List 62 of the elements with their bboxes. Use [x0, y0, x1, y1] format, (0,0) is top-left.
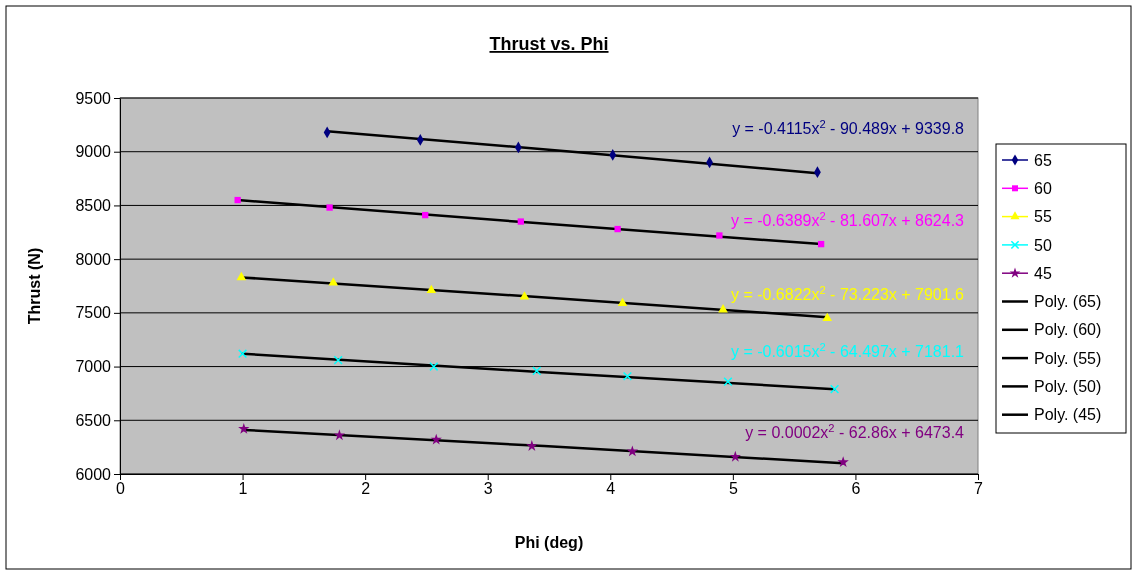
- point: [526, 440, 538, 451]
- point: [617, 297, 628, 306]
- point: [430, 433, 442, 445]
- x-tick-label: 0: [116, 480, 126, 498]
- point: [333, 429, 346, 441]
- point: [718, 304, 728, 313]
- legend-label: 65: [1034, 151, 1052, 169]
- annotation: y = -0.4115x$^{2}$ - 90.489x + 9339.8: [732, 117, 965, 137]
- x-tick-label: 2: [361, 480, 371, 498]
- point: [236, 271, 247, 281]
- point: [729, 450, 741, 462]
- legend-label: 45: [1034, 264, 1052, 282]
- point: [517, 218, 524, 225]
- point: [328, 277, 339, 286]
- point: [422, 211, 429, 219]
- point: [626, 445, 639, 457]
- point: [723, 377, 733, 387]
- point: [830, 384, 840, 394]
- legend-label: Poly. (60): [1034, 321, 1102, 339]
- y-tick-label: 9500: [75, 89, 112, 107]
- y-tick-label: 6000: [75, 465, 112, 483]
- legend-label: Poly. (45): [1034, 406, 1102, 424]
- legend-label: Poly. (65): [1034, 293, 1102, 311]
- point: [326, 204, 333, 211]
- point: [237, 349, 248, 359]
- annotation: y = -0.6015x$^{2}$ - 64.497x + 7181.1: [730, 340, 965, 360]
- y-tick-label: 7500: [75, 304, 112, 322]
- legend-label: 50: [1034, 236, 1052, 254]
- point: [429, 361, 439, 372]
- legend-label: Poly. (50): [1034, 378, 1102, 395]
- x-tick-label: 3: [483, 480, 493, 498]
- point: [532, 366, 542, 376]
- x-tick-label: 6: [851, 480, 861, 498]
- legend-label: Poly. (55): [1034, 349, 1102, 367]
- y-axis-title: Thrust (N): [26, 247, 43, 325]
- point: [426, 284, 437, 294]
- x-tick-label: 5: [728, 480, 738, 498]
- point: [614, 225, 621, 233]
- y-tick-label: 7000: [75, 358, 112, 376]
- annotation: y = -0.6389x$^{2}$ - 81.607x + 8624.3: [730, 209, 965, 229]
- point: [716, 232, 723, 239]
- y-tick-label: 8000: [75, 250, 112, 268]
- point: [817, 240, 825, 248]
- point: [519, 291, 530, 300]
- point: [238, 422, 250, 434]
- point: [837, 456, 849, 468]
- x-tick-label: 1: [238, 480, 248, 498]
- legend-label: 55: [1034, 208, 1052, 226]
- legend-label: 60: [1034, 179, 1052, 197]
- point: [622, 371, 633, 381]
- point: [234, 196, 241, 204]
- y-tick-label: 9000: [75, 143, 112, 161]
- point: [333, 355, 343, 365]
- annotation: y = 0.0002x$^{2}$ - 62.86x + 6473.4: [745, 421, 965, 441]
- y-tick-label: 8500: [75, 197, 112, 215]
- annotation: y = -0.6822x$^{2}$ - 73.223x + 7901.6: [730, 283, 965, 303]
- y-tick-label: 6500: [75, 411, 112, 429]
- chart-title: Thrust vs. Phi: [489, 34, 609, 54]
- x-tick-label: 4: [606, 480, 616, 498]
- x-axis-title: Phi (deg): [514, 534, 584, 551]
- x-tick-label: 7: [974, 480, 984, 498]
- point: [822, 312, 833, 321]
